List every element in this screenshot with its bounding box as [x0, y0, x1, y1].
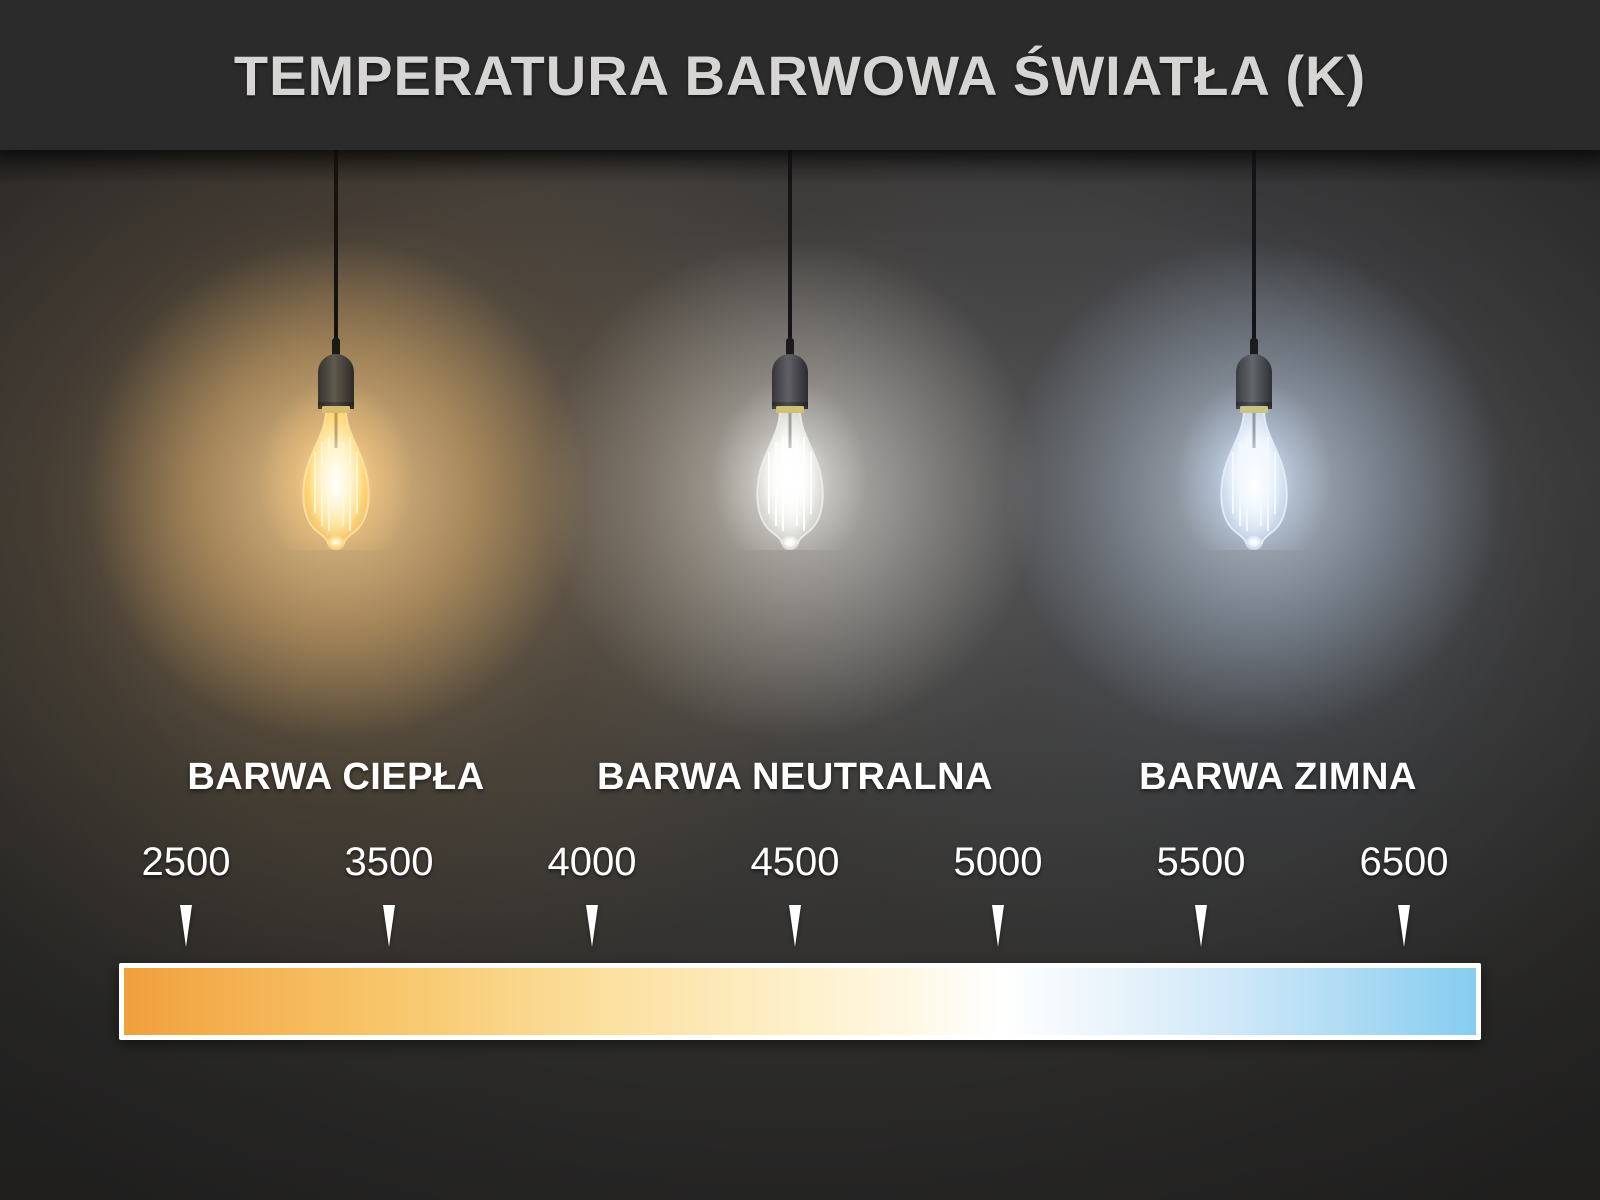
tick-pointer-icon — [789, 905, 801, 947]
pendant-lamp-neutral-icon — [712, 150, 868, 550]
socket-shadow — [1236, 402, 1272, 406]
temperature-gradient-bar — [119, 963, 1481, 1040]
lamp-socket — [1236, 354, 1272, 409]
tick-pointer-icon — [1398, 905, 1410, 947]
kelvin-tick: 5500 — [1156, 840, 1246, 884]
socket-ring — [322, 406, 350, 413]
socket-shadow — [772, 402, 808, 406]
label-neutral-color: BARWA NEUTRALNA — [597, 756, 993, 798]
tick-pointer-icon — [992, 905, 1004, 947]
pendant-lamp-cold-icon — [1176, 150, 1332, 550]
bulb-bright-core — [763, 432, 817, 540]
socket-ring — [776, 406, 804, 413]
tick-pointer-icon — [180, 905, 192, 947]
tick-pointer-icon — [1195, 905, 1207, 947]
bulb-bright-core — [1227, 432, 1281, 540]
kelvin-tick: 4000 — [547, 840, 637, 884]
kelvin-tick: 2500 — [141, 840, 231, 884]
temperature-gradient-fill — [124, 968, 1476, 1035]
kelvin-tick: 5000 — [953, 840, 1043, 884]
title-bar: TEMPERATURA BARWOWA ŚWIATŁA (K) — [0, 0, 1600, 150]
cord-grip — [1250, 338, 1258, 356]
cord-grip — [786, 338, 794, 356]
label-warm-color: BARWA CIEPŁA — [187, 756, 485, 798]
bulb-bright-core — [309, 432, 363, 540]
tick-pointer-icon — [383, 905, 395, 947]
label-cold-color: BARWA ZIMNA — [1139, 756, 1417, 798]
page-title: TEMPERATURA BARWOWA ŚWIATŁA (K) — [233, 43, 1367, 107]
lamp-socket — [772, 354, 808, 409]
kelvin-tick: 3500 — [344, 840, 434, 884]
socket-ring — [1240, 406, 1268, 413]
kelvin-tick: 6500 — [1359, 840, 1449, 884]
kelvin-tick: 4500 — [750, 840, 840, 884]
socket-shadow — [318, 402, 354, 406]
pendant-lamp-warm-icon — [258, 150, 414, 550]
lamp-socket — [318, 354, 354, 409]
tick-pointer-icon — [586, 905, 598, 947]
cord-grip — [332, 338, 340, 356]
